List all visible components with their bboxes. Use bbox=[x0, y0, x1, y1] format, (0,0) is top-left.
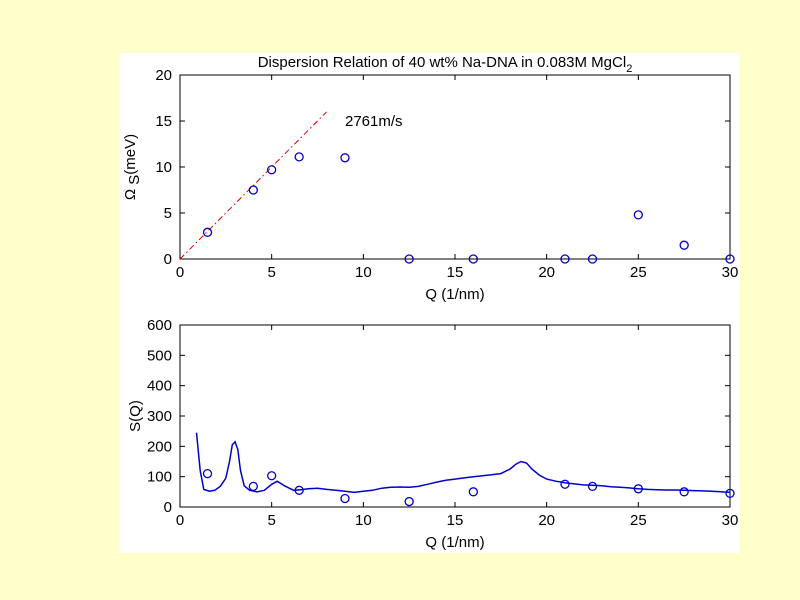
dispersion-data-point bbox=[267, 165, 277, 175]
chart-title-subscript: 2 bbox=[626, 63, 632, 75]
sq-data-point bbox=[587, 481, 598, 492]
sq-data-point bbox=[560, 479, 570, 489]
bottom-x-tick-label: 20 bbox=[538, 512, 555, 529]
top-data-points bbox=[202, 152, 735, 264]
top-y-ticks: 0 5 10 15 20 bbox=[155, 67, 730, 268]
dispersion-data-point bbox=[202, 227, 213, 237]
top-x-tick-label: 15 bbox=[447, 264, 464, 281]
sq-data-point bbox=[202, 468, 213, 479]
top-x-tick-label: 30 bbox=[722, 264, 739, 281]
bottom-plot-area bbox=[179, 324, 731, 508]
top-y-tick-label: 5 bbox=[164, 205, 172, 222]
dispersion-data-point bbox=[404, 254, 414, 264]
sq-curve bbox=[195, 432, 731, 494]
dispersion-data-point bbox=[294, 152, 304, 162]
dispersion-data-point bbox=[587, 254, 598, 264]
dispersion-chart: Dispersion Relation of 40 wt% Na-DNA in … bbox=[122, 54, 738, 303]
figure-plots: Dispersion Relation of 40 wt% Na-DNA in … bbox=[122, 54, 738, 551]
sq-data-point bbox=[248, 481, 258, 492]
top-plot-area bbox=[179, 74, 731, 260]
top-y-tick-label: 0 bbox=[164, 251, 172, 268]
dispersion-data-point bbox=[725, 254, 735, 264]
sq-data-point bbox=[267, 471, 277, 481]
bottom-y-ticks: 0 100 200 300 400 500 600 bbox=[147, 317, 730, 516]
bottom-y-tick-label: 600 bbox=[147, 317, 172, 334]
bottom-y-tick-label: 500 bbox=[147, 347, 172, 364]
top-x-axis-label: Q (1/nm) bbox=[425, 286, 484, 303]
top-y-tick-label: 10 bbox=[155, 159, 172, 176]
dispersion-data-point bbox=[340, 153, 350, 163]
top-x-tick-label: 5 bbox=[267, 264, 275, 281]
top-x-tick-label: 20 bbox=[538, 264, 555, 281]
top-x-ticks: 0 5 10 15 20 25 30 bbox=[176, 75, 739, 281]
bottom-x-tick-label: 15 bbox=[447, 512, 464, 529]
dispersion-data-point bbox=[468, 254, 478, 264]
dispersion-data-point bbox=[633, 210, 643, 220]
sq-data-point bbox=[725, 488, 735, 499]
bottom-x-tick-label: 5 bbox=[267, 512, 275, 529]
top-x-tick-label: 25 bbox=[630, 264, 647, 281]
structure-factor-chart: 0 5 10 15 20 25 30 0 100 200 300 400 500 600 Q (1/nm… bbox=[127, 317, 738, 551]
bottom-x-tick-label: 30 bbox=[722, 512, 739, 529]
top-y-axis-label-subscript: S bbox=[126, 175, 143, 185]
dispersion-data-point bbox=[248, 185, 258, 195]
bottom-x-axis-label: Q (1/nm) bbox=[425, 534, 484, 551]
bottom-y-tick-label: 400 bbox=[147, 378, 172, 395]
bottom-y-tick-label: 200 bbox=[147, 438, 172, 455]
dispersion-data-point bbox=[560, 254, 570, 264]
top-y-axis-label: Ω S(meV) bbox=[122, 134, 143, 200]
sq-data-point bbox=[468, 487, 478, 497]
bottom-y-tick-label: 300 bbox=[147, 408, 172, 425]
sq-data-point bbox=[633, 484, 643, 494]
top-y-tick-label: 20 bbox=[155, 67, 172, 84]
figure-canvas: Dispersion Relation of 40 wt% Na-DNA in … bbox=[120, 53, 740, 553]
bottom-x-tick-label: 10 bbox=[355, 512, 372, 529]
bottom-data-points bbox=[202, 468, 735, 507]
bottom-y-axis-label: S(Q) bbox=[127, 400, 144, 432]
bottom-y-tick-label: 0 bbox=[164, 499, 172, 516]
sq-data-point bbox=[294, 485, 304, 495]
top-y-tick-label: 15 bbox=[155, 113, 172, 130]
bottom-x-tick-label: 25 bbox=[630, 512, 647, 529]
top-x-tick-label: 0 bbox=[176, 264, 184, 281]
bottom-y-tick-label: 100 bbox=[147, 469, 172, 486]
sq-data-point bbox=[679, 487, 689, 497]
fit-velocity-label: 2761m/s bbox=[345, 113, 403, 130]
dispersion-data-point bbox=[679, 240, 689, 250]
bottom-x-tick-label: 0 bbox=[176, 512, 184, 529]
top-x-tick-label: 10 bbox=[355, 264, 372, 281]
bottom-x-ticks: 0 5 10 15 20 25 30 bbox=[176, 325, 739, 529]
chart-title: Dispersion Relation of 40 wt% Na-DNA in … bbox=[258, 54, 633, 75]
sq-data-point bbox=[340, 493, 350, 504]
sq-data-point bbox=[404, 496, 414, 507]
